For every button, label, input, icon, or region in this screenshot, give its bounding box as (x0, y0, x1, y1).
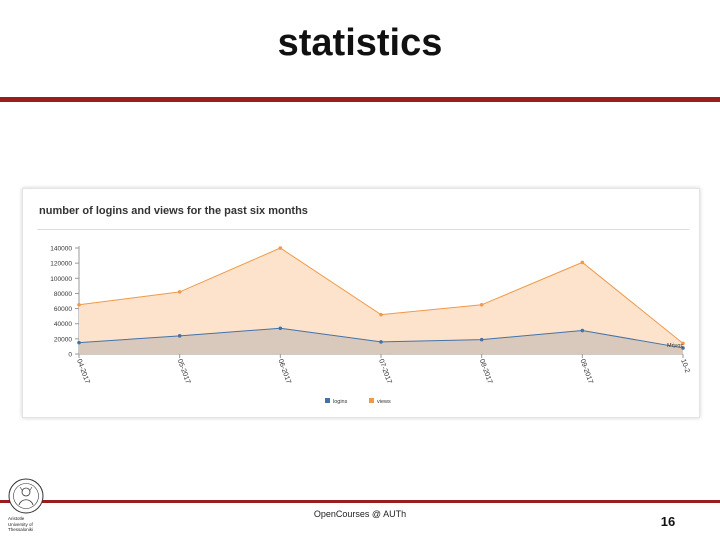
point-logins (681, 346, 685, 350)
area-chart: 0 20000 40000 60000 80000 100000 120000 140000 0… (50, 246, 690, 406)
legend-label-logins: logins (333, 399, 348, 405)
y-tick-label: 0 (68, 352, 72, 359)
axis-annotation: Μήνας (667, 342, 684, 349)
point-logins (479, 337, 484, 342)
point-views (278, 246, 283, 250)
point-logins (379, 340, 383, 344)
point-views (479, 302, 484, 307)
legend-swatch-views (369, 398, 374, 403)
point-views (177, 290, 182, 294)
x-tick-label: 06-2017 (276, 358, 291, 385)
legend-label-views: views (377, 399, 391, 405)
point-views (77, 302, 81, 307)
y-tick-label: 80000 (54, 291, 72, 298)
chart-header-divider (37, 229, 689, 230)
legend-swatch-logins (325, 398, 330, 403)
university-name: Aristotle University of Thessaloniki (8, 516, 68, 533)
x-tick-label: 05-2017 (176, 358, 191, 385)
x-tick-label: 09-2017 (578, 358, 593, 385)
point-logins (177, 334, 182, 338)
footer-credit: OpenCourses @ AUTh (313, 509, 407, 519)
point-logins (278, 326, 283, 331)
y-tick-label: 100000 (50, 276, 72, 283)
title-divider (0, 97, 720, 102)
y-tick-label: 40000 (54, 321, 72, 328)
x-tick-label: 04-2017 (75, 358, 90, 385)
footer-divider (0, 500, 720, 503)
x-tick-label: 07-2017 (377, 358, 392, 385)
university-line: Thessaloniki (8, 527, 34, 532)
point-views (379, 312, 383, 317)
university-seal-icon (8, 478, 44, 514)
y-tick-label: 140000 (50, 246, 72, 253)
slide-title: statistics (277, 22, 443, 64)
x-tick-label: 10-2 (679, 358, 690, 374)
y-tick-label: 60000 (54, 306, 72, 313)
chart-title: number of logins and views for the past … (39, 205, 308, 217)
area-logins (79, 328, 683, 354)
point-logins (77, 340, 81, 345)
point-views (681, 341, 685, 346)
university-line: University of (8, 521, 33, 527)
x-tick-label: 08-2017 (478, 358, 493, 385)
point-logins (580, 328, 585, 333)
chart-card: number of logins and views for the past … (22, 188, 700, 418)
university-line: Aristotle (8, 516, 25, 521)
y-tick-label: 120000 (50, 261, 72, 268)
y-tick-label: 20000 (54, 336, 72, 343)
area-views (79, 248, 683, 354)
page-number: 16 (660, 514, 676, 529)
point-views (580, 260, 585, 265)
